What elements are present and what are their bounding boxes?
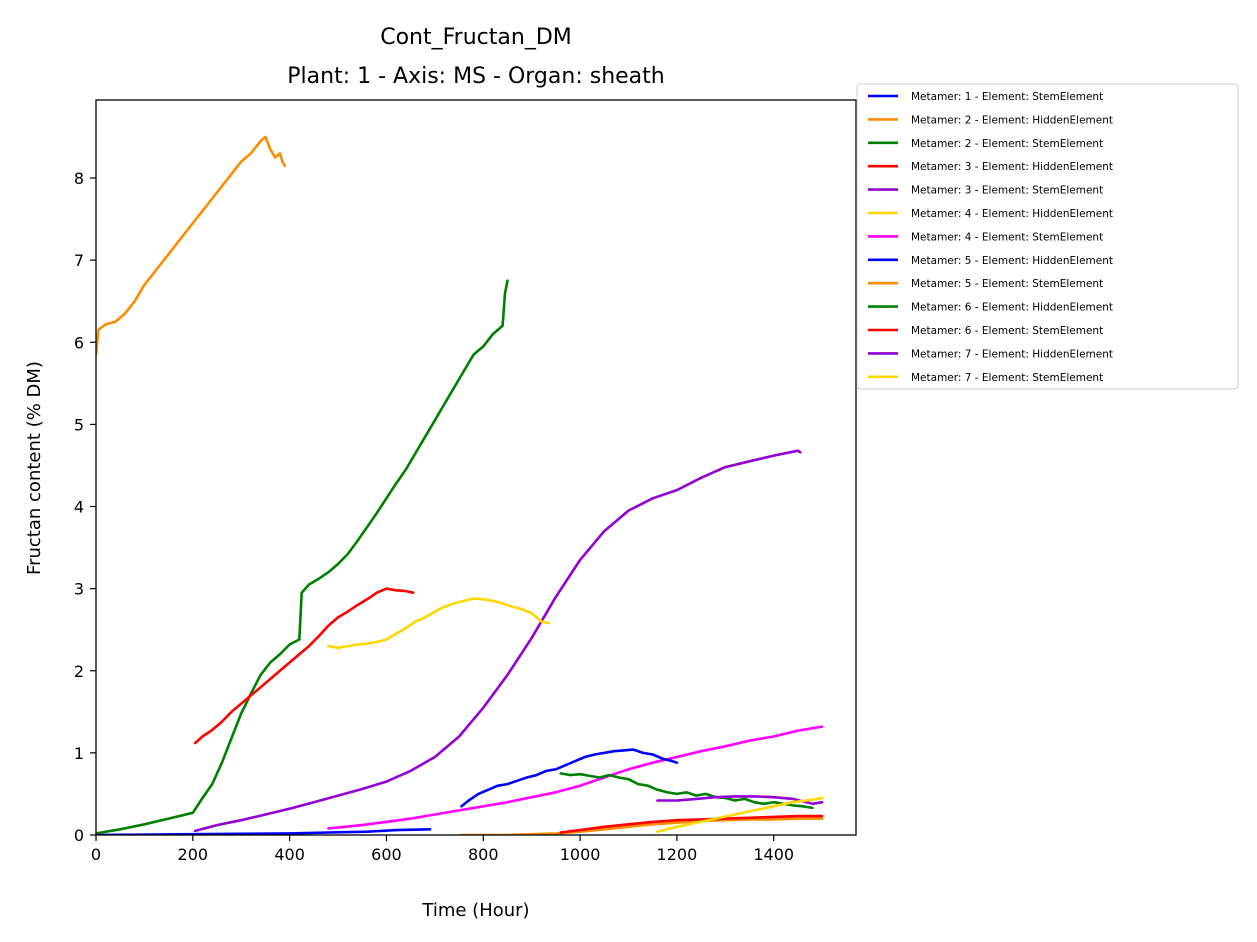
y-tick-label: 0: [74, 826, 84, 845]
y-tick-label: 2: [74, 662, 84, 681]
y-tick-label: 5: [74, 415, 84, 434]
series-line-11: [559, 814, 824, 834]
legend-entry: Metamer: 2 - Element: HiddenElement: [911, 114, 1113, 126]
x-tick-label: 1400: [753, 845, 794, 864]
x-tick-label: 0: [91, 845, 101, 864]
series-line-8: [460, 748, 679, 808]
series-line-3: [96, 279, 509, 835]
series-line-4: [193, 587, 415, 745]
legend-entry: Metamer: 3 - Element: StemElement: [911, 185, 1103, 197]
x-tick-label: 400: [274, 845, 305, 864]
x-tick-label: 1000: [560, 845, 601, 864]
y-tick-label: 6: [74, 333, 84, 352]
legend-entry: Metamer: 7 - Element: StemElement: [911, 372, 1103, 384]
series-line-6: [327, 597, 550, 650]
y-tick-label: 4: [74, 498, 84, 517]
x-tick-label: 200: [178, 845, 209, 864]
series-line-7: [327, 725, 824, 830]
series-line-13: [656, 796, 824, 834]
legend-entry: Metamer: 6 - Element: StemElement: [911, 325, 1103, 337]
y-axis-label: Fructan content (% DM): [24, 361, 45, 575]
legend: Metamer: 1 - Element: StemElement Metamer…: [856, 83, 1239, 390]
legend-entry: Metamer: 1 - Element: StemElement: [911, 91, 1103, 103]
y-tick-label: 8: [74, 169, 84, 188]
y-tick-label: 7: [74, 251, 84, 270]
series-line-10: [559, 772, 814, 810]
chart-subtitle: Plant: 1 - Axis: MS - Organ: sheath: [287, 64, 664, 89]
legend-entry: Metamer: 5 - Element: StemElement: [911, 278, 1103, 290]
x-tick-label: 600: [371, 845, 402, 864]
x-tick-label: 1200: [657, 845, 698, 864]
legend-entry: Metamer: 4 - Element: HiddenElement: [911, 208, 1113, 220]
x-axis-label: Time (Hour): [421, 900, 529, 921]
legend-entry: Metamer: 5 - Element: HiddenElement: [911, 255, 1113, 267]
y-tick-label: 1: [74, 744, 84, 763]
legend-box: [856, 83, 1239, 390]
legend-entry: Metamer: 7 - Element: HiddenElement: [911, 348, 1113, 360]
legend-entry: Metamer: 3 - Element: HiddenElement: [911, 161, 1113, 173]
legend-entry: Metamer: 4 - Element: StemElement: [911, 231, 1103, 243]
series-line-1: [96, 827, 432, 835]
x-axis: 0 200 400 600 800 1000 1200 1400: [91, 835, 794, 864]
legend-entry: Metamer: 2 - Element: StemElement: [911, 138, 1103, 150]
y-tick-label: 3: [74, 580, 84, 599]
y-axis: 0 1 2 3 4 5 6 7 8: [74, 169, 96, 845]
legend-entry: Metamer: 6 - Element: HiddenElement: [911, 302, 1113, 314]
plot-frame: [95, 99, 857, 836]
chart-title: Cont_Fructan_DM: [380, 25, 572, 50]
series-line-5: [193, 449, 802, 833]
series-line-2: [96, 135, 287, 356]
x-tick-label: 800: [468, 845, 499, 864]
